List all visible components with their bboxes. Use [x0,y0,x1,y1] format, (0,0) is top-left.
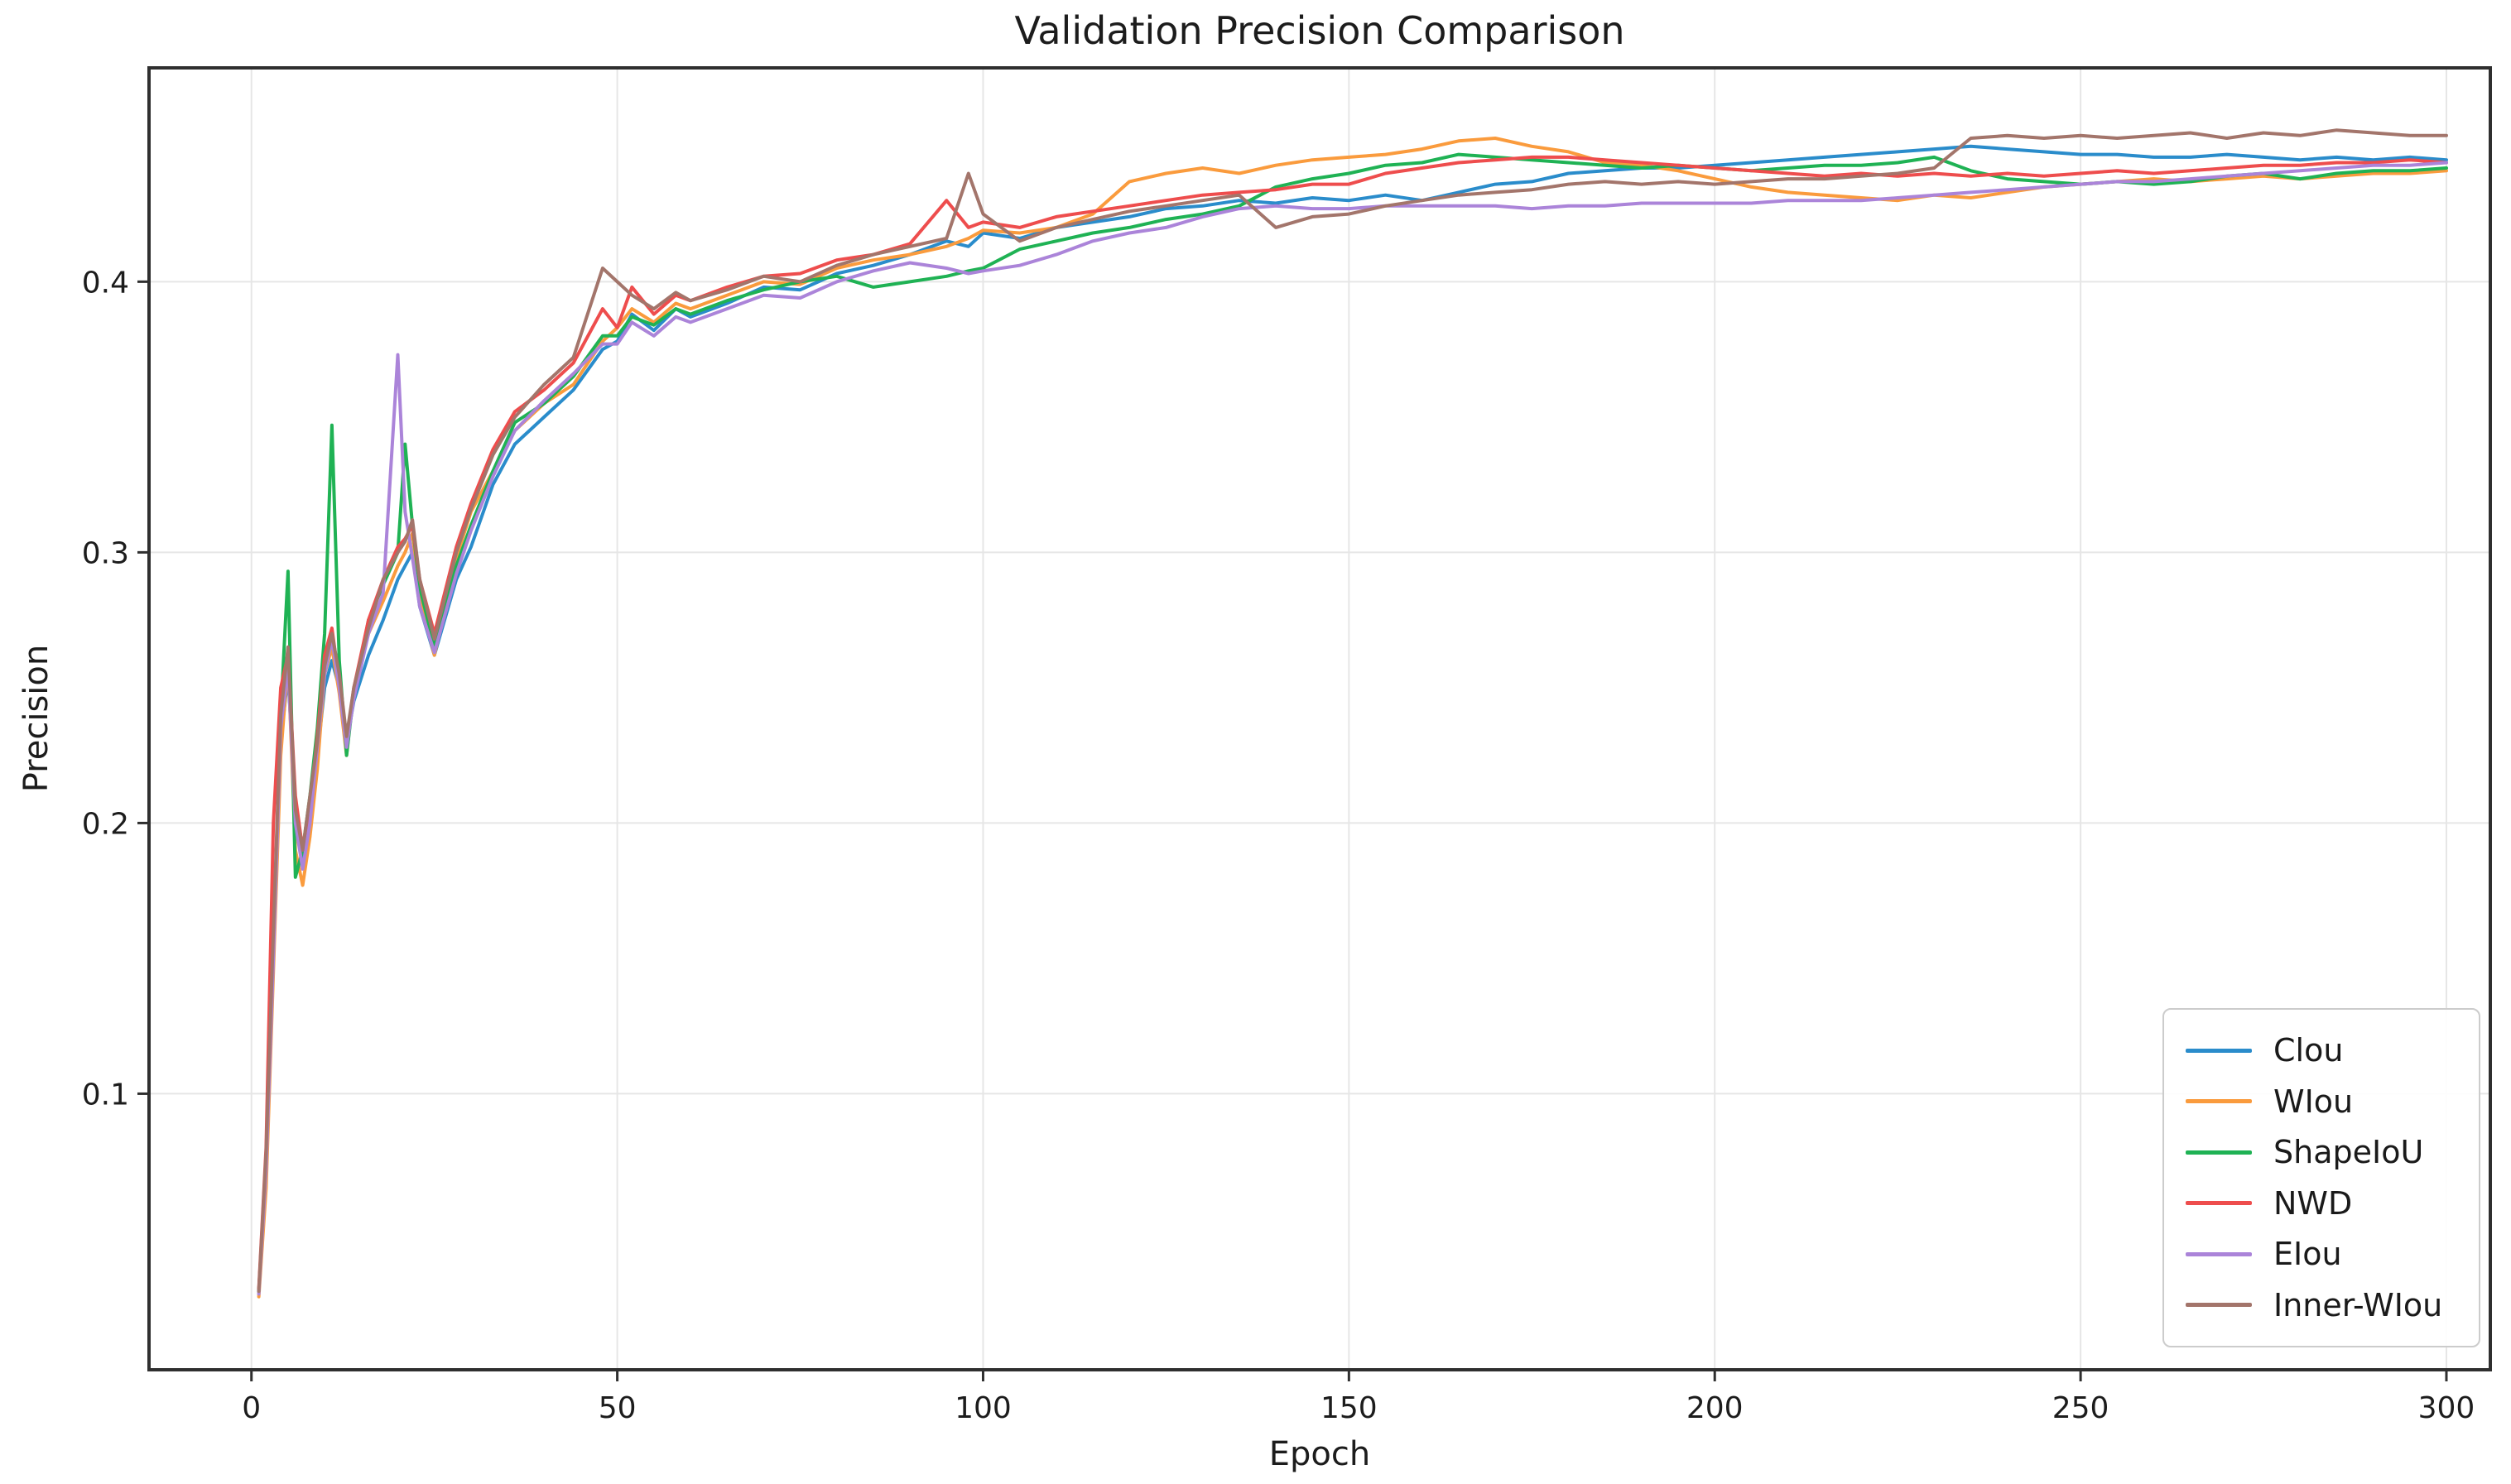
y-axis-label: Precision [17,644,55,793]
legend-swatch-shapeiou [2186,1150,2252,1155]
legend-label: Clou [2273,1032,2344,1069]
x-tick-label: 150 [1320,1391,1378,1425]
x-tick-label: 0 [242,1391,261,1425]
y-tick-label: 0.3 [82,536,129,570]
x-tick-label: 300 [2418,1391,2475,1425]
y-tick-label: 0.4 [82,266,129,300]
legend-item: Clou [2186,1032,2457,1069]
series-line-ShapeIoU [257,152,2448,1294]
plot-frame [147,66,2492,1371]
legend-label: ShapeIoU [2273,1134,2424,1171]
legend-item: WIou [2186,1083,2457,1120]
chart-title: Validation Precision Comparison [1014,8,1625,53]
legend-swatch-wiou [2186,1099,2252,1104]
series-line-Clou [257,144,2448,1294]
x-tick-label: 200 [1686,1391,1744,1425]
x-tick-label: 100 [955,1391,1012,1425]
legend-label: EIou [2273,1236,2342,1273]
x-tick-label: 250 [2052,1391,2109,1425]
legend-swatch-clou [2186,1048,2252,1053]
legend-swatch-nwd [2186,1201,2252,1206]
y-tick-label: 0.2 [82,807,129,841]
series-line-EIou [257,161,2448,1296]
legend-label: Inner-WIou [2273,1286,2443,1323]
legend-item: EIou [2186,1236,2457,1272]
series-line-Inner-WIou [257,128,2448,1294]
legend-item: ShapeIoU [2186,1134,2457,1170]
legend-item: Inner-WIou [2186,1287,2457,1323]
y-tick-label: 0.1 [82,1078,129,1112]
legend-label: NWD [2273,1184,2353,1222]
x-tick-label: 50 [599,1391,637,1425]
legend-item: NWD [2186,1185,2457,1222]
legend-swatch-eiou [2186,1251,2252,1256]
series-line-NWD [257,155,2448,1290]
legend-label: WIou [2273,1083,2354,1120]
legend-swatch-inner-wiou [2186,1303,2252,1308]
legend: Clou WIou ShapeIoU NWD EIou Inner-WIou [2162,1008,2480,1347]
x-axis-label: Epoch [1268,1435,1371,1473]
